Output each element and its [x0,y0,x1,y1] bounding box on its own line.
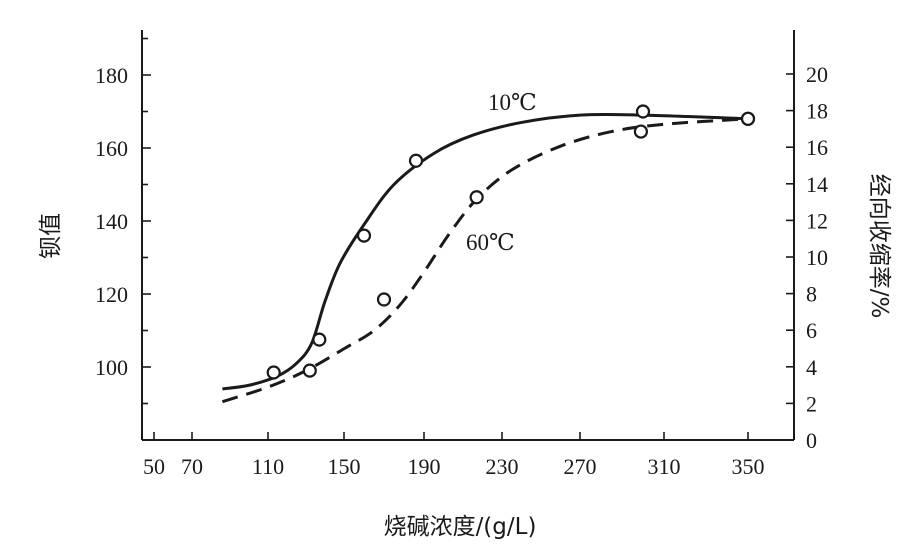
x-tick-label: 350 [732,454,765,479]
x-tick-label: 230 [486,454,519,479]
y-tick-label: 180 [95,63,128,88]
series-0-label: 10℃ [488,90,537,115]
series-0-point [408,153,424,168]
axes: 50 70 110 150 190 230 270 310 350100120140160180… [38,30,892,540]
series-0-point [635,104,651,119]
y2-tick-label: 4 [806,355,817,380]
curves [221,112,749,404]
x-tick-label: 70 [181,454,203,479]
series-0-point [266,365,281,380]
markers [266,104,756,380]
series-1-point [740,111,756,126]
y2-tick-label: 6 [806,318,817,343]
series-0-point [312,332,327,347]
x-tick-label: 150 [328,454,361,479]
y2-tick-label: 12 [806,208,828,233]
y-tick-label: 160 [95,136,128,161]
y2-tick-label: 2 [806,391,817,416]
y2-tick-label: 14 [806,172,828,197]
x-tick-label: 310 [648,454,681,479]
x-tick-label: 50 [143,454,165,479]
y-tick-label: 140 [95,209,128,234]
y2-tick-label: 18 [806,99,828,124]
series-1-label: 60℃ [466,230,515,255]
x-axis-title: 烧碱浓度/(g/L) [384,514,537,540]
y2-tick-label: 10 [806,245,828,270]
y-tick-label: 120 [95,282,128,307]
x-tick-label: 270 [564,454,597,479]
y-axis-title: 钡值 [38,213,64,259]
y2-tick-label: 0 [806,428,817,453]
series-1-point [469,190,484,205]
series-0-line [222,112,749,391]
y-tick-label: 100 [95,355,128,380]
y2-tick-label: 8 [806,282,817,307]
series-1-line [221,117,749,404]
series-0-point [356,228,372,243]
series-1-point [633,124,649,139]
series-1-point [302,363,317,378]
y2-tick-label: 16 [806,135,828,160]
x-tick-label: 110 [252,454,284,479]
y2-tick-label: 20 [806,62,828,87]
series-1-point [376,292,392,307]
y2-axis-title: 经向收缩率/% [866,174,892,319]
x-tick-label: 190 [408,454,441,479]
labels: 10℃ 60℃ [466,90,537,255]
